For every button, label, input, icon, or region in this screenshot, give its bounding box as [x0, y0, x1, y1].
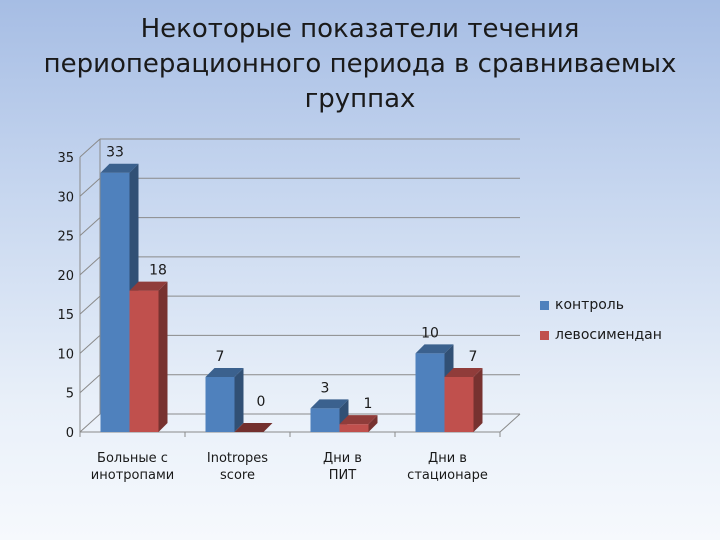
y-tick-label-5: 25: [57, 230, 74, 245]
gridline-side-1: [79, 374, 101, 394]
bar-0-1: [205, 377, 235, 432]
legend-swatch-control: [540, 300, 549, 310]
y-tick-label-1: 5: [66, 387, 74, 402]
gridline-side-6: [79, 177, 101, 197]
gridline-side-4: [79, 256, 101, 276]
gridline-side-7: [79, 138, 101, 158]
bar-top-0-1: [205, 368, 244, 377]
x-tick-label-3: Дни в стационаре: [407, 451, 488, 483]
slide-title: Некоторые показатели течения периопераци…: [43, 14, 677, 114]
bar-1-3: [444, 377, 474, 432]
data-label-0-2: 3: [321, 380, 330, 396]
data-label-1-3: 7: [469, 349, 478, 365]
chart-legend: контроль левосимендан: [540, 290, 662, 350]
x-tick-label-0: Больные с инотропами: [91, 451, 174, 483]
y-tick-label-6: 30: [57, 190, 74, 205]
legend-label-levosimendan: левосимендан: [555, 327, 662, 343]
y-tick-label-3: 15: [57, 308, 74, 323]
y-tick-label-2: 10: [57, 347, 74, 362]
data-label-1-1: 0: [257, 394, 266, 410]
bar-side-0-1: [234, 368, 244, 432]
data-label-0-0: 33: [106, 145, 124, 161]
y-tick-label-7: 35: [57, 151, 74, 166]
floor-right-edge: [499, 413, 521, 433]
bar-top-0-3: [415, 344, 454, 354]
gridline-side-0: [79, 413, 101, 433]
data-label-0-3: 10: [421, 325, 439, 341]
legend-label-control: контроль: [555, 297, 624, 313]
bar-1-0: [129, 290, 159, 432]
gridline-side-3: [79, 295, 101, 315]
bar-1-2: [339, 424, 369, 432]
bar-top-0-2: [310, 399, 349, 409]
data-label-0-1: 7: [216, 349, 225, 365]
legend-item-control: контроль: [540, 290, 662, 320]
bar-0-2: [310, 408, 340, 432]
y-tick-label-4: 20: [57, 269, 74, 284]
bar-side-1-3: [473, 368, 483, 432]
gridline-side-2: [79, 335, 101, 354]
bar-side-1-2: [368, 415, 378, 432]
data-label-1-0: 18: [149, 263, 167, 279]
x-tick-label-1: Inotropes score: [207, 451, 268, 483]
bar-top-1-2: [339, 415, 378, 425]
bar-top-1-1: [234, 423, 273, 432]
bar-top-0-0: [100, 163, 139, 173]
bar-0-3: [415, 353, 445, 432]
y-tick-label-0: 0: [66, 426, 74, 441]
bar-top-1-3: [444, 368, 483, 377]
bar-side-1-0: [158, 281, 168, 432]
bar-top-1-0: [129, 281, 168, 291]
legend-swatch-levosimendan: [540, 330, 549, 340]
legend-item-levosimendan: левосимендан: [540, 320, 662, 350]
gridline-side-5: [79, 217, 101, 236]
bar-0-0: [100, 172, 130, 432]
x-tick-label-2: Дни в ПИТ: [323, 451, 362, 483]
data-label-1-2: 1: [364, 396, 373, 412]
